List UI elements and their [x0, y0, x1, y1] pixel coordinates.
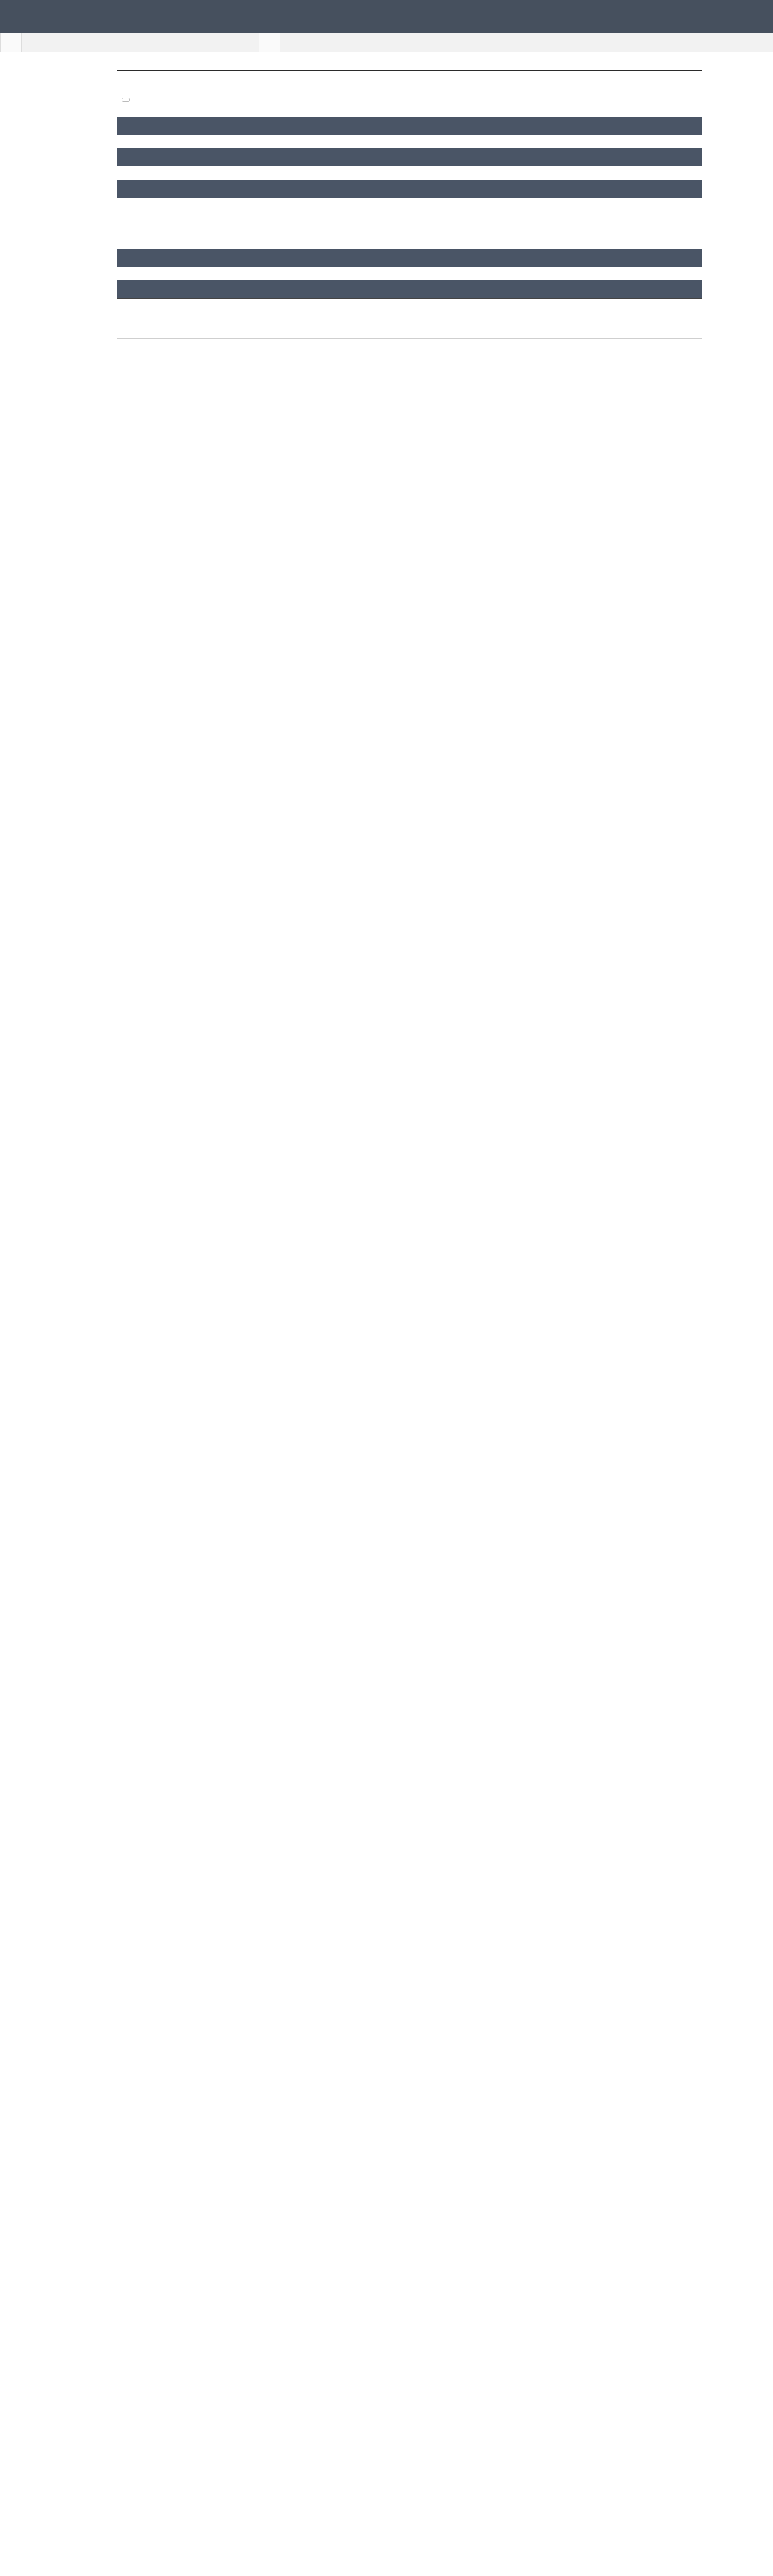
- report-page: [117, 70, 702, 339]
- section-detail-header: [117, 249, 702, 267]
- section-other-header: [117, 280, 702, 298]
- section-basic-info-header: [117, 117, 702, 135]
- app-header: [0, 0, 773, 33]
- final-amount-line: [117, 310, 702, 321]
- section-comprehensive-header: [117, 148, 702, 166]
- tab-inspector-label[interactable]: [259, 33, 280, 52]
- copy-performance-number-button[interactable]: [122, 97, 130, 102]
- car-diagrams: [117, 206, 702, 235]
- inspector-value: [280, 33, 394, 52]
- tab-center-label[interactable]: [0, 33, 22, 52]
- info-tabbar: [0, 33, 773, 52]
- section-accident-header: [117, 180, 702, 198]
- doc-title-block: [117, 70, 702, 84]
- center-value: [22, 33, 135, 52]
- doc-meta-line: [117, 96, 702, 104]
- fee-line: [688, 96, 702, 104]
- final-price-block: [117, 298, 702, 339]
